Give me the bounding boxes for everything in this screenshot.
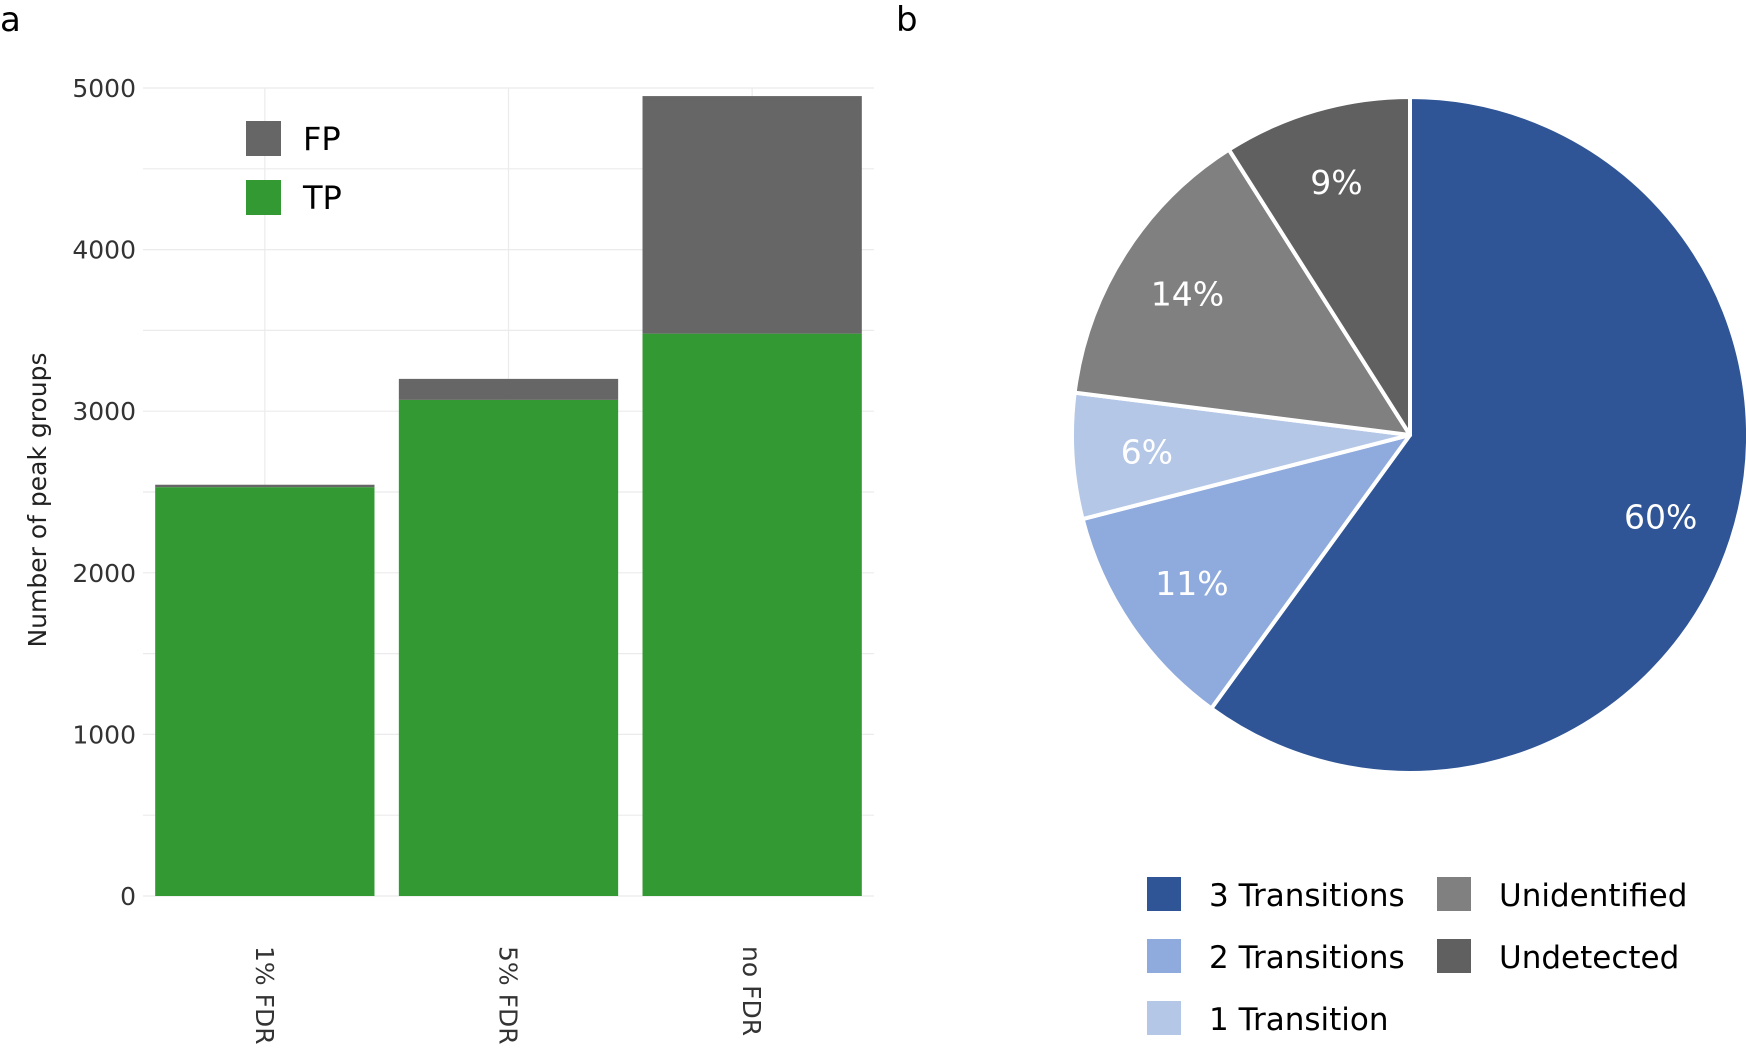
pie-legend-swatch-unidentified — [1437, 877, 1471, 911]
panel-b-letter: b — [896, 0, 918, 40]
x-tick-label: 5% FDR — [494, 946, 523, 1045]
pie-legend-label-2-transitions: 2 Transitions — [1209, 940, 1405, 976]
y-tick-label: 1000 — [72, 720, 136, 749]
pie-label-3-transitions: 60% — [1624, 497, 1697, 536]
bar-tp-5-fdr — [398, 399, 619, 896]
pie-chart: 60% 11% 6% 14% 9% 3 Transitions 2 Transitions… — [1070, 95, 1746, 1038]
pie-legend: 3 Transitions 2 Transitions 1 Transition Un… — [1147, 877, 1687, 1038]
bar-y-axis-label: Number of peak groups — [23, 352, 52, 647]
pie-slice-2-transitions — [1080, 433, 1412, 711]
pie-label-2-transitions: 11% — [1155, 564, 1228, 603]
pie-legend-swatch-undetected — [1437, 939, 1471, 973]
pie-slice-undetected — [1226, 95, 1412, 437]
bar-y-tick-labels: 0 1000 2000 3000 4000 5000 — [72, 74, 136, 911]
bar-tp-no-fdr — [642, 333, 862, 897]
pie-legend-label-1-transition: 1 Transition — [1209, 1002, 1389, 1038]
pie-label-undetected: 9% — [1310, 163, 1362, 202]
y-tick-label: 0 — [120, 882, 136, 911]
panel-a-letter: a — [0, 0, 21, 40]
pie-slice-1-transition — [1070, 390, 1412, 522]
bar-fp-no-fdr — [642, 96, 862, 334]
pie-label-1-transition: 6% — [1121, 433, 1173, 472]
legend-swatch-tp — [246, 180, 281, 215]
bar-fp-5-fdr — [398, 378, 619, 400]
bar-bars — [155, 96, 862, 897]
pie-slice-3-transitions — [1209, 95, 1746, 775]
pie-legend-label-unidentified: Unidentified — [1499, 878, 1687, 914]
bar-x-tick-labels: 1% FDR 5% FDR no FDR — [250, 946, 766, 1045]
x-tick-label: no FDR — [737, 946, 766, 1036]
bar-legend: FP TP — [246, 120, 342, 217]
legend-label-fp: FP — [303, 120, 341, 158]
y-tick-label: 5000 — [72, 74, 136, 103]
y-tick-label: 3000 — [72, 397, 136, 426]
x-tick-label: 1% FDR — [250, 946, 279, 1045]
pie-slice-labels: 60% 11% 6% 14% 9% — [1121, 163, 1698, 603]
bar-chart: 0 1000 2000 3000 4000 5000 1% FDR 5% FDR no FDR… — [23, 74, 874, 1045]
pie-legend-swatch-1-transition — [1147, 1001, 1181, 1035]
bar-fp-1-fdr — [155, 484, 375, 488]
pie-legend-swatch-2-transitions — [1147, 939, 1181, 973]
bar-tp-1-fdr — [155, 487, 375, 896]
pie-slice-unidentified — [1072, 147, 1412, 437]
legend-label-tp: TP — [302, 179, 342, 217]
pie-legend-swatch-3-transitions — [1147, 877, 1181, 911]
y-tick-label: 2000 — [72, 559, 136, 588]
pie-slices — [1070, 95, 1746, 775]
pie-legend-label-3-transitions: 3 Transitions — [1209, 878, 1405, 914]
legend-swatch-fp — [246, 121, 281, 156]
pie-label-unidentified: 14% — [1151, 275, 1224, 314]
pie-legend-label-undetected: Undetected — [1499, 940, 1679, 976]
y-tick-label: 4000 — [72, 236, 136, 265]
